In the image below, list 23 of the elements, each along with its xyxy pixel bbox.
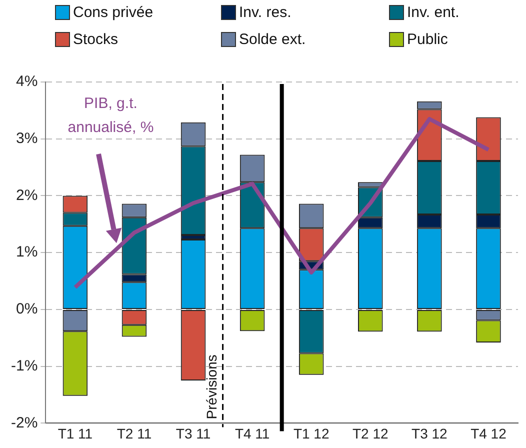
legend-label: Cons privée [73, 4, 154, 21]
x-tick-label: T3 12 [412, 425, 448, 442]
y-tick-label: -1% [10, 357, 38, 374]
y-tick-label: 2% [16, 186, 38, 204]
y-tick-label: 1% [16, 244, 38, 261]
x-tick-label: T4 12 [470, 425, 507, 442]
y-tick-label: 0% [16, 300, 38, 318]
legend-label: Stocks [73, 31, 118, 48]
x-tick-label: T2 11 [116, 425, 152, 442]
y-tick-label: 4% [16, 73, 38, 90]
legend-label: Public [407, 31, 448, 48]
legend-label: Solde ext. [239, 31, 306, 48]
annotation: Prévisions [204, 354, 220, 420]
x-tick-label: T2 12 [352, 425, 389, 442]
x-tick-label: T1 12 [293, 425, 330, 442]
y-tick-label: -2% [10, 414, 38, 432]
y-tick-label: 3% [16, 130, 38, 148]
legend-label: Inv. res. [239, 4, 292, 21]
text: PIB, g.t. annualisé, % [68, 95, 154, 136]
x-tick-label: T4 11 [234, 425, 270, 442]
legend-label: Inv. ent. [407, 4, 460, 21]
x-tick-label: T1 11 [58, 425, 93, 442]
x-tick-label: T3 11 [176, 425, 211, 442]
